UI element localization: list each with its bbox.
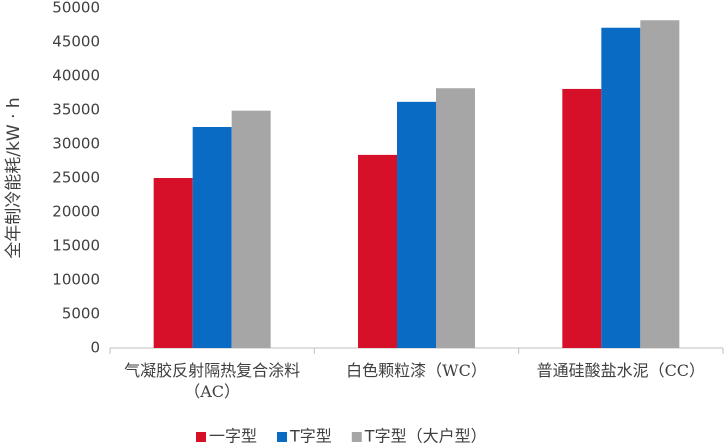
y-tick-label: 15000	[52, 237, 100, 255]
bar	[562, 88, 602, 349]
bar	[358, 154, 397, 348]
y-tick-label: 35000	[52, 101, 100, 119]
y-tick-label: 40000	[52, 67, 100, 85]
bar	[192, 127, 232, 348]
bar	[640, 20, 680, 349]
legend-swatch	[196, 432, 206, 442]
bar	[601, 27, 641, 348]
y-tick-label: 45000	[52, 33, 100, 51]
x-tick-label: 白色颗粒漆（WC）	[346, 361, 487, 380]
y-tick-label: 30000	[52, 135, 100, 153]
y-tick-label: 0	[90, 339, 100, 357]
y-tick-label: 5000	[62, 305, 100, 323]
legend-label: T字型	[289, 427, 332, 446]
bar	[436, 88, 475, 349]
y-tick-label: 20000	[52, 203, 100, 221]
legend-swatch	[351, 432, 362, 442]
legend-label: T字型（大户型）	[364, 427, 487, 446]
bar	[231, 110, 271, 349]
y-axis-label: 全年制冷能耗/kW · h	[4, 97, 24, 258]
legend-swatch	[277, 432, 288, 442]
x-tick-label: 普通硅酸盐水泥（CC）	[536, 361, 706, 380]
y-tick-label: 10000	[52, 271, 100, 289]
bar	[153, 178, 193, 348]
x-tick-label: 气凝胶反射隔热复合涂料（AC）	[124, 361, 301, 401]
legend-label: 一字型	[209, 427, 257, 446]
bar	[397, 101, 436, 348]
y-tick-label: 25000	[52, 169, 100, 187]
y-tick-label: 50000	[52, 0, 100, 17]
